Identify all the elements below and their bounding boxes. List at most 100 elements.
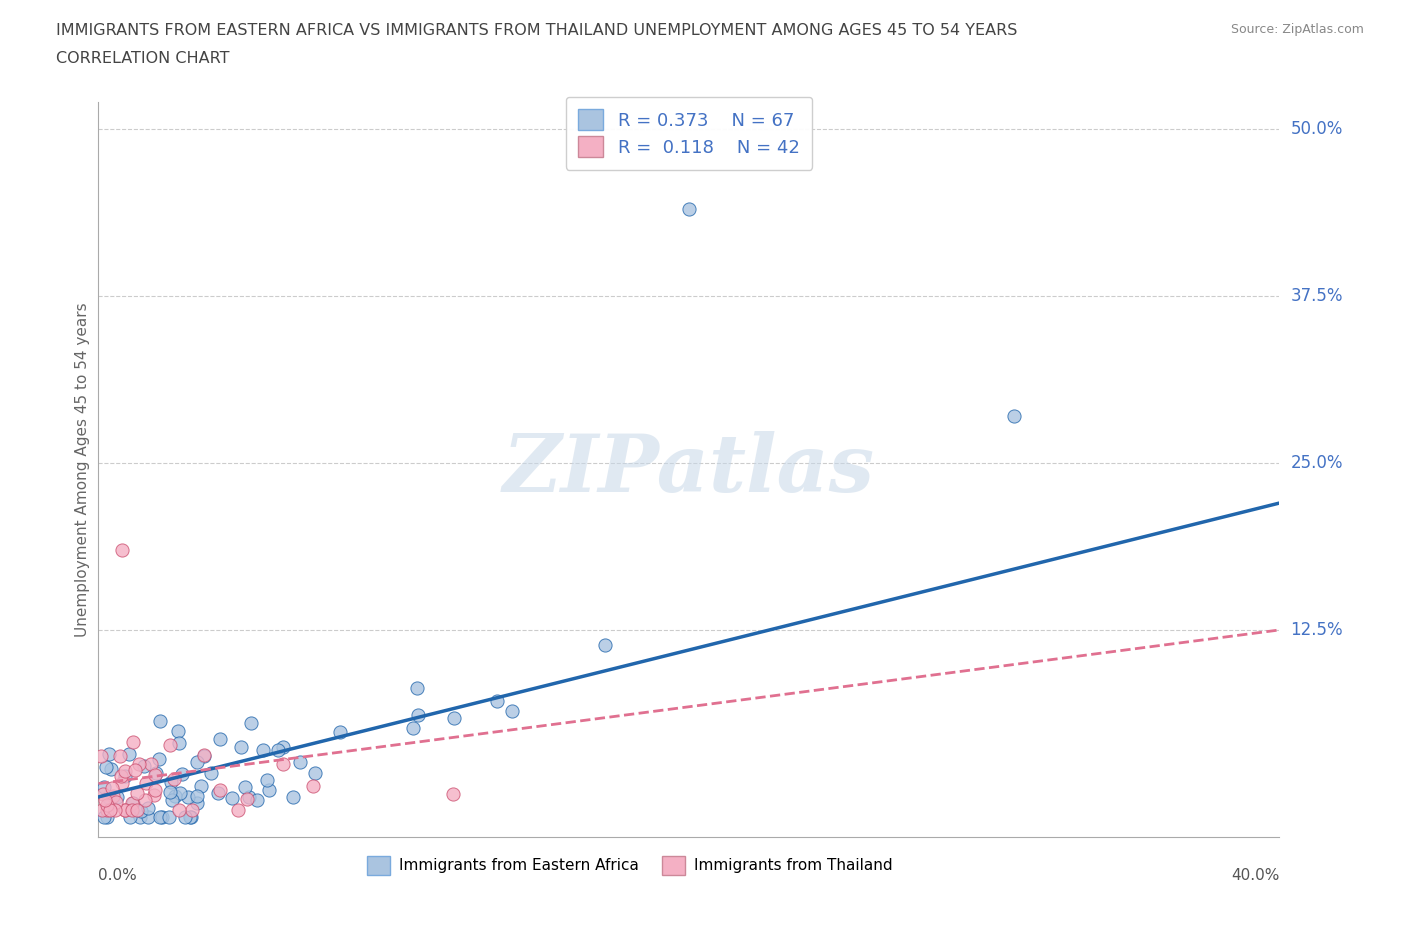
Point <box>110 769 132 784</box>
Point <box>233 780 256 795</box>
Point <box>96 803 118 817</box>
Y-axis label: Unemployment Among Ages 45 to 54 years: Unemployment Among Ages 45 to 54 years <box>75 302 90 637</box>
Point <box>257 782 280 797</box>
Point <box>186 795 208 810</box>
Point <box>96 809 118 824</box>
Point <box>97 789 120 804</box>
Point <box>138 809 160 824</box>
Point <box>160 775 183 790</box>
Point <box>406 681 429 696</box>
Point <box>98 747 121 762</box>
Point <box>162 792 184 807</box>
Point <box>128 757 150 772</box>
Point <box>93 793 115 808</box>
Point <box>145 765 167 780</box>
Point <box>101 789 124 804</box>
Point <box>131 804 153 818</box>
Point <box>501 704 523 719</box>
Text: CORRELATION CHART: CORRELATION CHART <box>56 51 229 66</box>
Point <box>135 776 157 790</box>
Point <box>129 809 152 824</box>
Point <box>149 713 172 728</box>
Point <box>301 778 323 793</box>
Point <box>281 790 304 804</box>
Point <box>139 757 162 772</box>
Text: IMMIGRANTS FROM EASTERN AFRICA VS IMMIGRANTS FROM THAILAND UNEMPLOYMENT AMONG AG: IMMIGRANTS FROM EASTERN AFRICA VS IMMIGR… <box>56 23 1018 38</box>
Point <box>91 787 114 802</box>
Point <box>91 803 114 817</box>
Point <box>167 736 190 751</box>
Point <box>267 743 290 758</box>
Point <box>134 792 156 807</box>
Point <box>167 724 190 738</box>
Point <box>157 809 180 824</box>
Point <box>193 749 215 764</box>
Point <box>173 809 195 824</box>
Point <box>207 786 229 801</box>
Point <box>132 758 155 773</box>
Point <box>271 739 294 754</box>
Point <box>124 763 146 777</box>
Point <box>240 715 263 730</box>
Point <box>143 787 166 802</box>
Point <box>179 809 201 824</box>
Point <box>159 785 181 800</box>
Point <box>402 721 425 736</box>
Point <box>94 759 117 774</box>
Point <box>406 708 429 723</box>
Point <box>252 742 274 757</box>
Point <box>271 756 294 771</box>
Point <box>304 765 326 780</box>
Point <box>595 637 617 652</box>
Point <box>246 792 269 807</box>
Point <box>180 809 202 824</box>
Point <box>107 790 129 804</box>
Point <box>169 803 191 817</box>
Point <box>200 766 222 781</box>
Point <box>150 809 173 824</box>
Text: 50.0%: 50.0% <box>1291 120 1343 138</box>
Point <box>443 711 465 725</box>
Point <box>111 542 134 557</box>
Point <box>159 737 181 752</box>
Point <box>108 749 131 764</box>
Point <box>209 732 232 747</box>
Point <box>221 790 243 805</box>
Text: Source: ZipAtlas.com: Source: ZipAtlas.com <box>1230 23 1364 36</box>
Point <box>163 771 186 786</box>
Point <box>136 801 159 816</box>
Point <box>190 778 212 793</box>
Point <box>120 809 142 824</box>
Point <box>125 786 148 801</box>
Point <box>226 803 249 817</box>
Point <box>93 809 115 824</box>
Point <box>121 803 143 817</box>
Point <box>180 803 202 817</box>
Point <box>145 783 167 798</box>
Text: 25.0%: 25.0% <box>1291 454 1343 472</box>
Point <box>114 803 136 817</box>
Point <box>193 748 215 763</box>
Point <box>235 791 257 806</box>
Point <box>485 694 508 709</box>
Point <box>93 780 115 795</box>
Point <box>125 803 148 817</box>
Point <box>104 795 127 810</box>
Point <box>122 795 145 810</box>
Point <box>288 754 311 769</box>
Point <box>148 751 170 766</box>
Legend: Immigrants from Eastern Africa, Immigrants from Thailand: Immigrants from Eastern Africa, Immigran… <box>361 850 898 881</box>
Point <box>172 767 194 782</box>
Point <box>101 780 124 795</box>
Point <box>114 764 136 778</box>
Text: 40.0%: 40.0% <box>1232 868 1279 883</box>
Point <box>177 790 200 804</box>
Point <box>121 795 143 810</box>
Point <box>1002 409 1025 424</box>
Point <box>121 735 143 750</box>
Point <box>145 768 167 783</box>
Point <box>100 762 122 777</box>
Point <box>165 788 187 803</box>
Point <box>118 747 141 762</box>
Point <box>329 724 352 739</box>
